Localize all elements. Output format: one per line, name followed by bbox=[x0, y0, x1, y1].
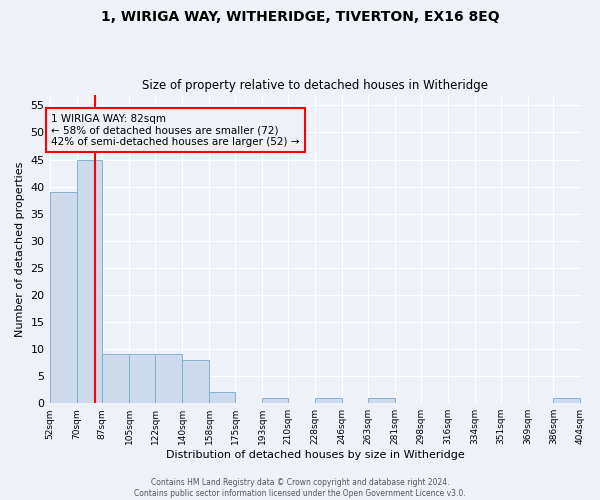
Y-axis label: Number of detached properties: Number of detached properties bbox=[15, 161, 25, 336]
Bar bbox=[50, 192, 77, 403]
Bar bbox=[182, 360, 209, 403]
Bar bbox=[368, 398, 395, 403]
Text: 1 WIRIGA WAY: 82sqm
← 58% of detached houses are smaller (72)
42% of semi-detach: 1 WIRIGA WAY: 82sqm ← 58% of detached ho… bbox=[51, 114, 299, 146]
Bar bbox=[103, 354, 130, 403]
Text: Contains HM Land Registry data © Crown copyright and database right 2024.
Contai: Contains HM Land Registry data © Crown c… bbox=[134, 478, 466, 498]
Bar bbox=[209, 392, 235, 403]
Title: Size of property relative to detached houses in Witheridge: Size of property relative to detached ho… bbox=[142, 79, 488, 92]
Bar bbox=[77, 160, 103, 403]
Bar bbox=[155, 354, 182, 403]
Bar bbox=[262, 398, 288, 403]
X-axis label: Distribution of detached houses by size in Witheridge: Distribution of detached houses by size … bbox=[166, 450, 464, 460]
Bar bbox=[315, 398, 342, 403]
Bar bbox=[130, 354, 155, 403]
Text: 1, WIRIGA WAY, WITHERIDGE, TIVERTON, EX16 8EQ: 1, WIRIGA WAY, WITHERIDGE, TIVERTON, EX1… bbox=[101, 10, 499, 24]
Bar bbox=[553, 398, 580, 403]
